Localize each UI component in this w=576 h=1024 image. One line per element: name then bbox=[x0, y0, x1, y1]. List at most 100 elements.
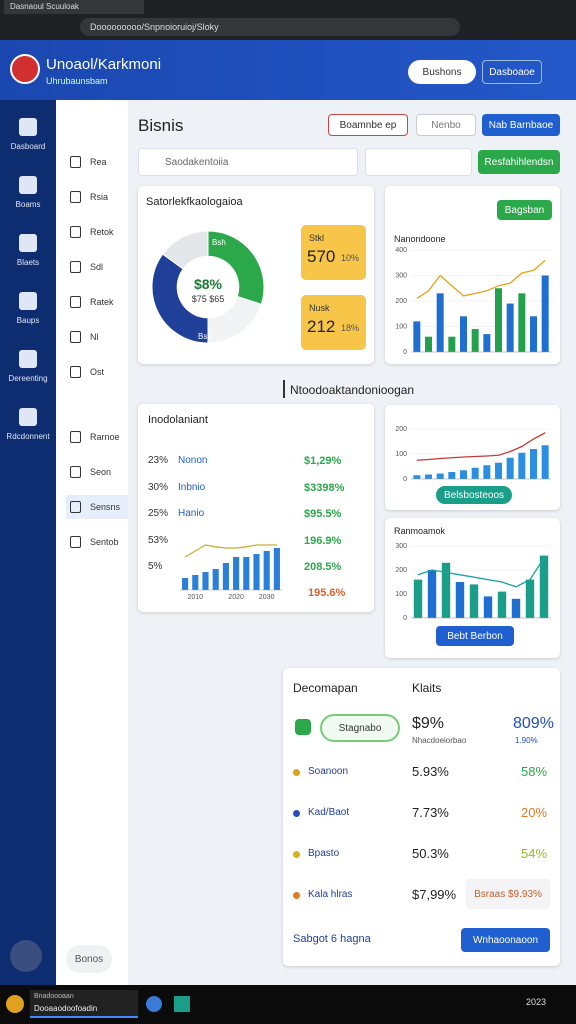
donut-sub: $75 $65 bbox=[191, 294, 225, 304]
nav-item[interactable]: Rea bbox=[66, 150, 128, 174]
nav-item[interactable]: Seon bbox=[66, 460, 128, 484]
table-header: Decomapan bbox=[293, 681, 358, 695]
bar bbox=[427, 570, 437, 618]
bar bbox=[436, 473, 444, 479]
bar bbox=[222, 563, 229, 590]
section-marker bbox=[283, 380, 285, 398]
row-label: Soanoon bbox=[308, 766, 349, 777]
row-value: 5.93% bbox=[412, 764, 449, 779]
task-app[interactable]: Bnadoooaan Dooaaodoofoadin bbox=[30, 990, 138, 1018]
y-tick-label: 200 bbox=[395, 426, 407, 433]
nav-item[interactable]: Rarnoe bbox=[66, 425, 128, 449]
nav-item[interactable]: Sensns bbox=[66, 495, 128, 519]
sidebar-icon[interactable] bbox=[19, 176, 37, 194]
bar bbox=[192, 575, 199, 590]
sidebar-icon[interactable] bbox=[19, 292, 37, 310]
row-change[interactable]: Bsraas $9.93% bbox=[466, 879, 550, 909]
bar bbox=[469, 584, 479, 618]
nav-bottom-button[interactable]: Bonos bbox=[66, 945, 112, 973]
nav-label: Ratek bbox=[90, 297, 114, 307]
nav-item[interactable]: Sdl bbox=[66, 255, 128, 279]
table-card: Decomapan Klaits Stagnabo $9% Nhacdoeior… bbox=[283, 668, 560, 966]
table-value: 809% bbox=[513, 715, 554, 732]
select[interactable]: Boamnbe ep bbox=[328, 114, 408, 136]
summary-card: Satorlekfkaologaioa $8% $75 $65 Bsh Bsa … bbox=[138, 186, 374, 364]
header-button[interactable]: Dasboaoe bbox=[482, 60, 542, 84]
sidebar-label: Boams bbox=[15, 200, 41, 209]
tab[interactable]: Dasnaoul Scuuloak bbox=[4, 0, 144, 14]
row-dot bbox=[293, 769, 300, 776]
select[interactable]: Nenbo bbox=[416, 114, 476, 136]
donut-label: Bsa bbox=[198, 332, 212, 341]
header-button[interactable]: Bushons bbox=[408, 60, 476, 84]
taskbar: Bnadoooaan Dooaaodoofoadin 2023 bbox=[0, 985, 576, 1024]
bar bbox=[263, 551, 270, 590]
url-bar[interactable]: Dooooooooo/Snpnoioruioj/Sloky bbox=[80, 18, 460, 36]
bar bbox=[460, 470, 467, 479]
stat-value: 570 bbox=[307, 247, 336, 266]
row-dot bbox=[293, 892, 300, 899]
nav-label: Rea bbox=[90, 157, 107, 167]
donut-segment bbox=[161, 230, 209, 270]
nav-item[interactable]: Retok bbox=[66, 220, 128, 244]
nav-icon bbox=[70, 156, 81, 168]
nav-label: Nl bbox=[90, 332, 99, 342]
card-button[interactable]: Bagsban bbox=[497, 200, 552, 220]
list-value: 195.6% bbox=[308, 587, 346, 599]
filter-button[interactable]: Resfahihlendsn bbox=[478, 150, 560, 174]
primary-button[interactable]: Nab Barnbaoe bbox=[482, 114, 560, 136]
section-title: Ntoodoaktandonioogan bbox=[290, 383, 415, 397]
nav-label: Ost bbox=[90, 367, 105, 377]
task-app-sub: Dooaaodoofoadin bbox=[34, 1004, 98, 1013]
bar bbox=[541, 275, 549, 352]
line bbox=[417, 557, 545, 588]
nav-item[interactable]: Sentob bbox=[66, 530, 128, 554]
search[interactable]: Saodakentoiia bbox=[138, 148, 358, 176]
chart-card: Ranmoamok 0 100 200 300 Bebt Berbon bbox=[385, 518, 560, 658]
task-icon[interactable] bbox=[146, 996, 162, 1012]
bar bbox=[497, 591, 507, 618]
card-button[interactable]: Belsbosteoos bbox=[436, 486, 512, 504]
card-title: Inodolaniant bbox=[148, 414, 208, 426]
chart: 2010 2020 2030 bbox=[180, 544, 282, 601]
chart: 0 100 200 bbox=[395, 426, 551, 483]
bar bbox=[425, 474, 432, 479]
select[interactable] bbox=[365, 148, 472, 176]
table-sub: 1.90% bbox=[515, 736, 538, 745]
sidebar-label: Rdcdonnent bbox=[6, 432, 50, 441]
donut-label: Bsh bbox=[212, 238, 226, 247]
bar bbox=[413, 321, 421, 352]
bar bbox=[483, 334, 491, 352]
bar bbox=[495, 462, 502, 479]
tag-button[interactable]: Stagnabo bbox=[320, 714, 400, 742]
chart-title: Ranmoamok bbox=[394, 526, 446, 536]
task-icon[interactable] bbox=[174, 996, 190, 1012]
sidebar-icon[interactable] bbox=[19, 408, 37, 426]
stat-box: Stkl 570 10% bbox=[301, 225, 366, 280]
nav-item[interactable]: Rsia bbox=[66, 185, 128, 209]
start-icon[interactable] bbox=[6, 995, 24, 1013]
sidebar-icon[interactable] bbox=[19, 234, 37, 252]
list-value: 196.9% bbox=[304, 534, 342, 547]
row-change: 54% bbox=[521, 846, 548, 861]
nav-item[interactable]: Ratek bbox=[66, 290, 128, 314]
sidebar-bottom-icon[interactable] bbox=[10, 940, 42, 972]
bar bbox=[212, 569, 219, 590]
card-button[interactable]: Bebt Berbon bbox=[436, 626, 514, 646]
card-title: Satorlekfkaologaioa bbox=[146, 196, 243, 208]
sidebar-icon[interactable] bbox=[19, 350, 37, 368]
nav-item[interactable]: Ost bbox=[66, 360, 128, 384]
list-value: $95.5% bbox=[304, 508, 342, 520]
sidebar-label: Dasboard bbox=[10, 142, 46, 151]
nav-label: Rsia bbox=[90, 192, 109, 202]
nav-item[interactable]: Nl bbox=[66, 325, 128, 349]
nav-label: Sdl bbox=[90, 262, 104, 272]
chart-title: Nanondoone bbox=[394, 234, 446, 244]
chart: 0 100 200 300 400 bbox=[395, 247, 551, 356]
footer-button[interactable]: Wnhaoonaoon bbox=[461, 928, 550, 952]
chart-card: Bagsban Nanondoone 0 100 200 300 400 bbox=[385, 186, 560, 364]
y-tick-label: 200 bbox=[395, 298, 407, 305]
bar bbox=[243, 557, 250, 590]
sidebar-icon[interactable] bbox=[19, 118, 37, 136]
row-value: 7.73% bbox=[412, 805, 449, 820]
